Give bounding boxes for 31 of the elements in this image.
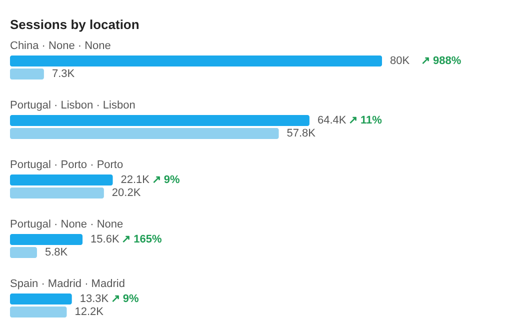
data-label: 57.8K	[286, 128, 316, 140]
y-tick-label: Portugal · Porto · Porto	[10, 159, 124, 171]
bar	[10, 188, 104, 198]
data-label: 22.1K	[120, 174, 150, 186]
data-label: 12.2K	[74, 306, 104, 318]
data-label: 13.3K	[80, 293, 110, 305]
bar	[10, 115, 310, 126]
bar	[10, 247, 37, 258]
bar	[10, 306, 67, 318]
data-label: 80K	[390, 55, 410, 67]
bar	[10, 234, 83, 245]
bar	[10, 128, 279, 139]
data-label: 7.3K	[52, 68, 76, 80]
bar	[10, 56, 382, 66]
data-label: 5.8K	[44, 246, 68, 258]
bar	[10, 68, 44, 80]
data-label: 20.2K	[112, 187, 142, 199]
y-tick-label: China · None · None	[10, 40, 111, 52]
chart-title: Sessions by location	[10, 17, 140, 32]
bar	[10, 294, 72, 304]
annotation: ↗ 11%	[348, 114, 382, 126]
data-label: 64.4K	[317, 114, 347, 126]
text: ↗ 988%	[421, 55, 462, 67]
y-tick-label: Portugal · Lisbon · Lisbon	[10, 100, 136, 112]
annotation: ↗ 9%	[110, 293, 140, 305]
y-tick-label: Portugal · None · None	[10, 218, 124, 230]
annotation: ↗ 165%	[122, 234, 162, 246]
data-label: 15.6K	[90, 234, 120, 246]
bar	[10, 174, 113, 186]
annotation: ↗ 9%	[152, 174, 180, 186]
y-tick-label: Spain · Madrid · Madrid	[10, 278, 125, 290]
